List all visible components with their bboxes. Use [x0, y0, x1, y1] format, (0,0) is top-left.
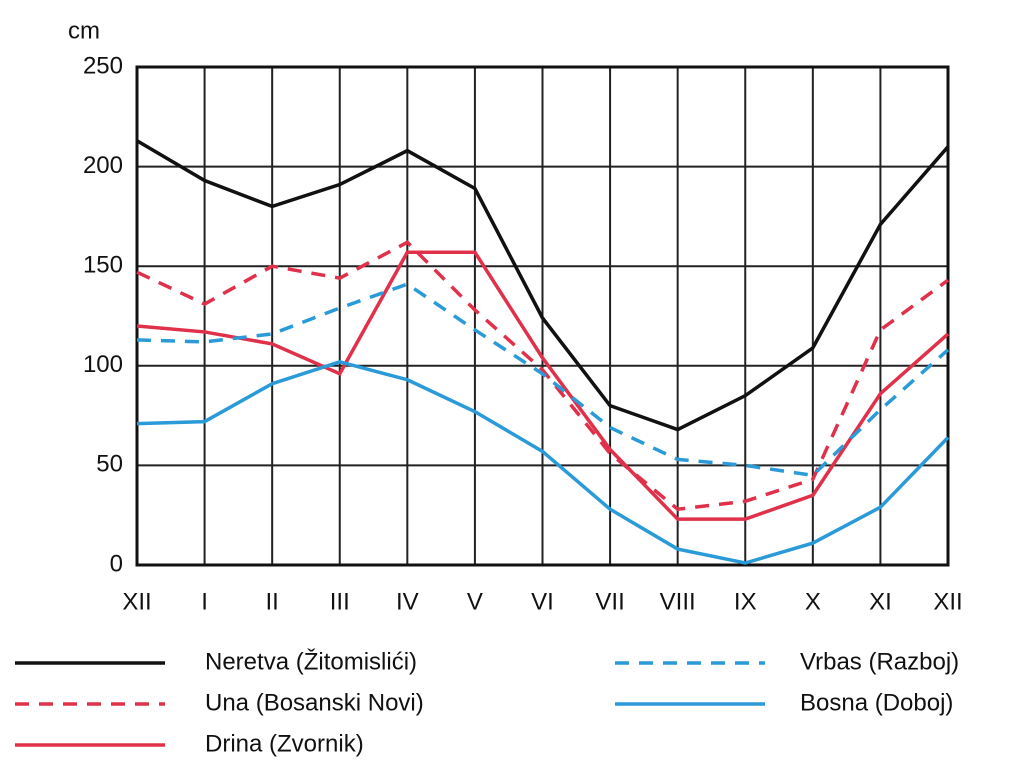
x-tick-label: VII: [595, 588, 624, 615]
y-tick-label: 0: [110, 550, 123, 577]
x-tick-label: XI: [869, 588, 892, 615]
x-tick-label: XII: [933, 588, 962, 615]
x-tick-label: X: [805, 588, 821, 615]
y-tick-label: 250: [83, 52, 123, 79]
series-line: [136, 282, 950, 478]
x-tick-label: XII: [122, 588, 151, 615]
x-tick-label: IV: [396, 588, 419, 615]
y-tick-label: 50: [96, 451, 123, 478]
y-tick-label: 150: [83, 252, 123, 279]
x-tick-label: III: [330, 588, 350, 615]
x-tick-label: I: [201, 588, 208, 615]
x-tick-label: IX: [734, 588, 757, 615]
legend-label: Drina (Zvornik): [205, 730, 364, 757]
series-line: [136, 250, 950, 521]
series-line: [136, 240, 950, 512]
plot-frame: [135, 65, 950, 567]
x-tick-label: VIII: [660, 588, 696, 615]
series-line: [136, 139, 950, 432]
legend-label: Una (Bosanski Novi): [205, 689, 424, 716]
x-tick-label: V: [467, 588, 483, 615]
legend-label: Vrbas (Razboj): [800, 648, 959, 675]
x-tick-label: VI: [531, 588, 554, 615]
legend-label: Bosna (Doboj): [800, 689, 953, 716]
series-line: [136, 359, 950, 565]
x-tick-label: II: [265, 588, 278, 615]
y-tick-label: 100: [83, 351, 123, 378]
y-tick-label: 200: [83, 152, 123, 179]
legend-label: Neretva (Žitomislići): [205, 648, 417, 675]
y-axis-label: cm: [68, 17, 100, 44]
